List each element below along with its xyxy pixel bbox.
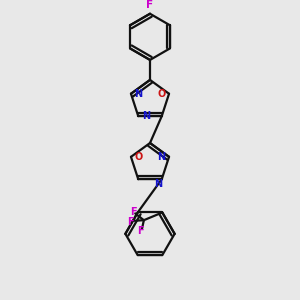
Text: F: F <box>130 207 136 217</box>
Text: F: F <box>128 217 134 227</box>
Text: O: O <box>157 89 166 99</box>
Text: N: N <box>135 89 143 99</box>
Text: N: N <box>157 152 165 162</box>
Text: F: F <box>137 226 144 236</box>
Text: N: N <box>142 111 150 121</box>
Text: O: O <box>134 152 143 162</box>
Text: F: F <box>146 0 154 10</box>
Text: N: N <box>154 179 163 189</box>
